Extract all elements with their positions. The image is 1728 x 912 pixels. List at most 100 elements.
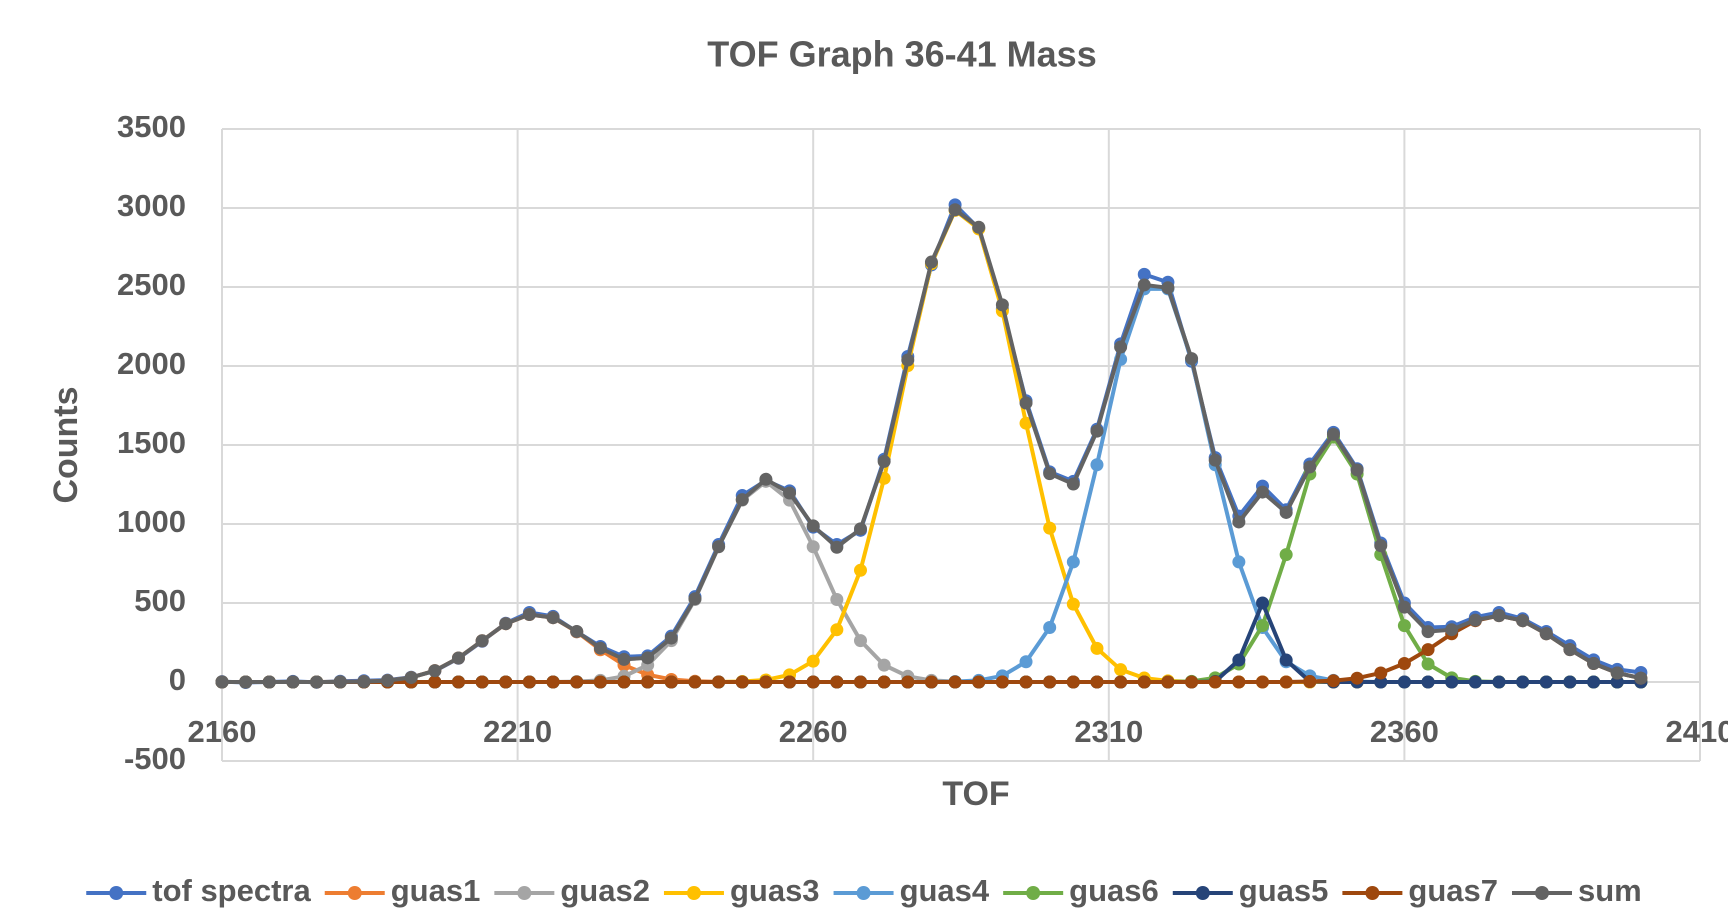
point [1256, 675, 1270, 689]
point [1256, 485, 1270, 499]
point [1397, 657, 1411, 671]
point [1634, 671, 1648, 685]
point [1208, 675, 1222, 689]
legend-marker [856, 886, 871, 900]
point [310, 675, 324, 689]
point [806, 519, 820, 533]
legend-marker [347, 886, 362, 900]
point [830, 593, 844, 607]
point [570, 675, 584, 689]
legend-item: tof spectra [86, 873, 311, 908]
series [215, 203, 1648, 689]
point [1161, 281, 1175, 295]
point [1421, 657, 1435, 671]
point [1256, 596, 1270, 610]
point [1114, 663, 1128, 677]
legend-label: guas4 [900, 873, 990, 908]
point [853, 675, 867, 689]
point [806, 675, 820, 689]
point [333, 675, 347, 689]
legend-label: guas3 [730, 873, 820, 908]
point [1492, 675, 1506, 689]
legend-item: guas6 [1003, 873, 1159, 908]
legend-item: guas7 [1342, 873, 1498, 908]
point [1043, 675, 1057, 689]
point [877, 675, 891, 689]
legend-item: guas1 [324, 873, 481, 908]
point [1185, 352, 1199, 366]
point [1090, 641, 1104, 655]
point [1066, 675, 1080, 689]
point [1279, 653, 1293, 667]
point [641, 675, 655, 689]
point [1090, 424, 1104, 438]
point [1114, 675, 1128, 689]
point [1232, 555, 1246, 569]
point [1232, 515, 1246, 529]
point [1516, 614, 1530, 628]
point [286, 675, 300, 689]
x-tick-label: 2210 [483, 714, 552, 749]
point [853, 563, 867, 577]
point [1137, 278, 1151, 292]
y-tick-label: 1500 [117, 425, 186, 460]
point [1374, 666, 1388, 680]
point [735, 493, 749, 507]
point [451, 675, 465, 689]
point [1445, 675, 1459, 689]
point [1019, 396, 1033, 410]
point [262, 675, 276, 689]
x-tick-label: 2160 [188, 714, 257, 749]
point [901, 675, 915, 689]
point [759, 675, 773, 689]
point [1445, 623, 1459, 637]
point [877, 454, 891, 468]
y-tick-label: 3500 [117, 109, 186, 144]
point [1043, 467, 1057, 481]
point [853, 522, 867, 536]
point [924, 675, 938, 689]
point [522, 675, 536, 689]
legend-label: guas6 [1069, 873, 1159, 908]
point [1279, 548, 1293, 562]
point [1326, 674, 1340, 688]
y-tick-label: 0 [169, 662, 186, 697]
point [1397, 675, 1411, 689]
point [783, 675, 797, 689]
legend-item: sum [1512, 873, 1642, 908]
point [522, 608, 536, 622]
y-tick-label: -500 [124, 741, 186, 776]
series [215, 203, 1648, 689]
legend-marker [109, 886, 124, 900]
point [783, 486, 797, 500]
series-line [222, 207, 1641, 684]
point [357, 675, 371, 689]
point [972, 220, 986, 234]
legend-marker [1535, 886, 1549, 900]
point [1137, 267, 1151, 281]
point [1114, 340, 1128, 354]
point [617, 675, 631, 689]
point [1090, 675, 1104, 689]
point [1492, 609, 1506, 623]
point [1539, 675, 1553, 689]
legend: tof spectra guas1 guas2 guas3 guas4 guas6 guas… [86, 873, 1642, 908]
point [381, 674, 395, 688]
legend-marker [686, 886, 701, 900]
point [664, 675, 678, 689]
point [1374, 675, 1388, 689]
point [1019, 655, 1033, 669]
point [1208, 453, 1222, 467]
point [1279, 675, 1293, 689]
point [617, 652, 631, 666]
point [215, 675, 229, 689]
point [593, 641, 607, 655]
point [451, 651, 465, 665]
legend-marker [1195, 886, 1210, 900]
point [924, 255, 938, 269]
point [1587, 657, 1601, 671]
point [1374, 539, 1388, 553]
legend-label: guas1 [391, 873, 481, 908]
legend-label: guas2 [560, 873, 650, 908]
